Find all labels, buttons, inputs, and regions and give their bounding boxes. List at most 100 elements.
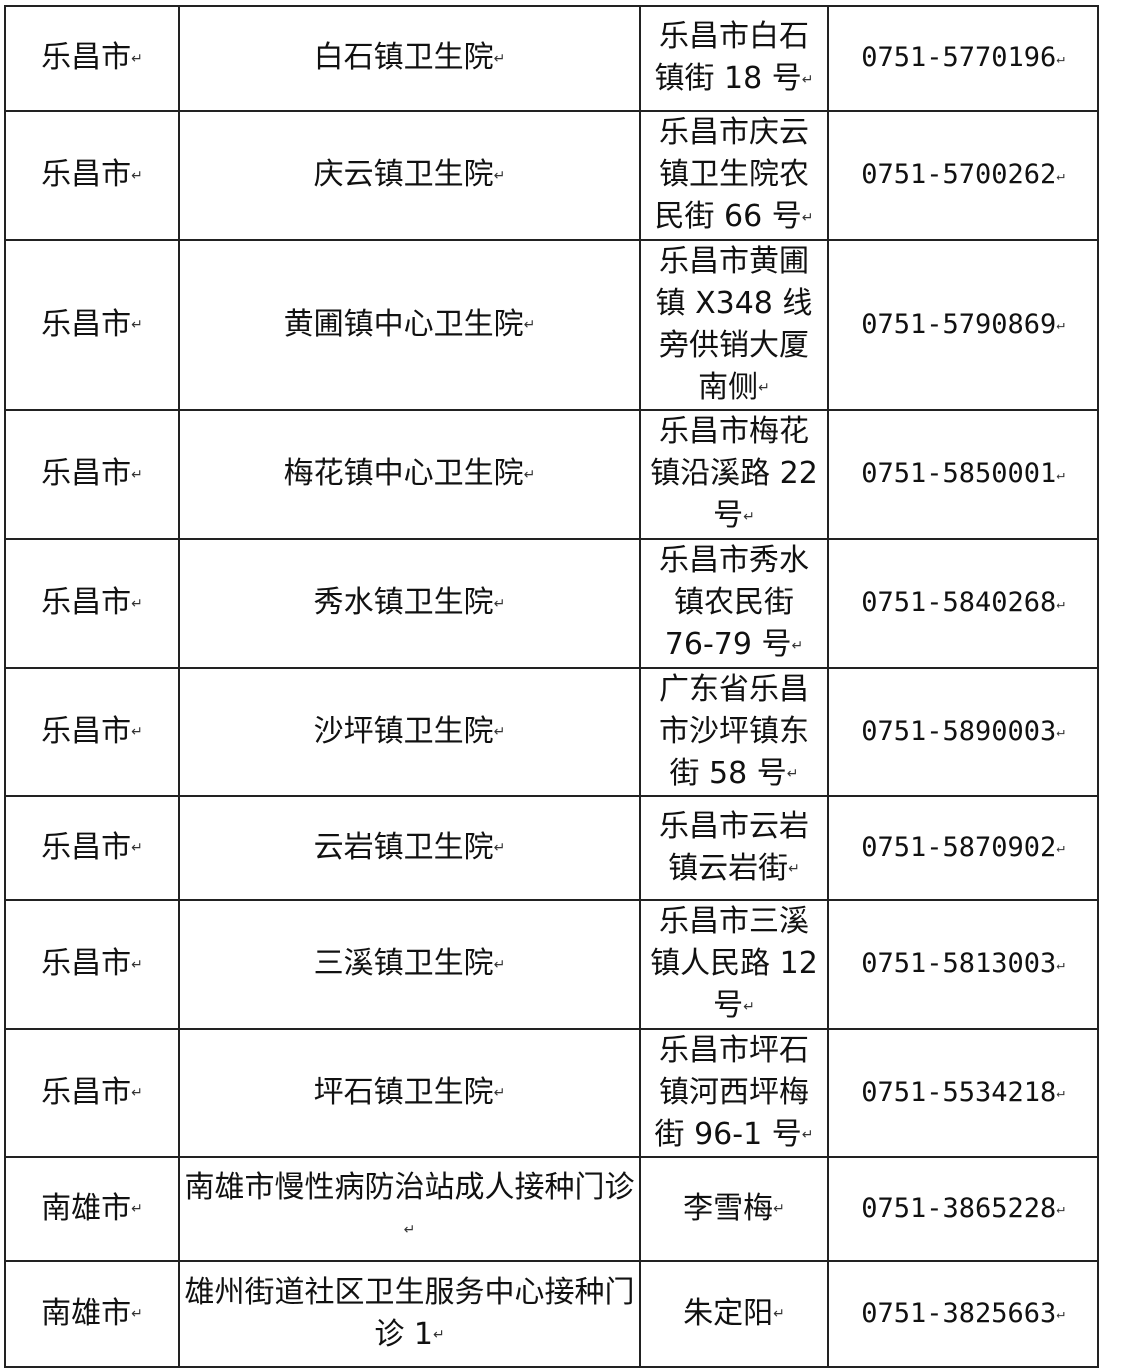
city-cell: 乐昌市 xyxy=(4,238,180,411)
clinic-name-cell-text: 坪石镇卫生院 xyxy=(314,1075,506,1110)
address-cell-text: 乐昌市庆云镇卫生院农民街 66 号 xyxy=(655,115,814,234)
phone-cell-text: 0751-5770196 xyxy=(861,42,1065,73)
address-cell-text: 乐昌市三溪镇人民路 12 号 xyxy=(650,904,818,1023)
city-cell: 乐昌市 xyxy=(4,5,180,112)
clinic-name-cell: 坪石镇卫生院 xyxy=(178,1027,641,1158)
table-row: 乐昌市 沙坪镇卫生院 广东省乐昌市沙坪镇东街 58 号 0751-5890003 xyxy=(4,666,1099,797)
city-cell-text: 南雄市 xyxy=(41,1296,143,1331)
city-cell-text: 乐昌市 xyxy=(41,40,143,75)
address-cell-text: 乐昌市梅花镇沿溪路 22 号 xyxy=(650,414,818,533)
phone-cell: 0751-5890003 xyxy=(827,666,1099,797)
clinic-name-cell-text: 三溪镇卫生院 xyxy=(314,946,506,981)
city-cell-text: 乐昌市 xyxy=(41,307,143,342)
phone-cell: 0751-5813003 xyxy=(827,899,1099,1030)
phone-cell: 0751-5700262 xyxy=(827,110,1099,241)
phone-cell: 0751-3825663 xyxy=(827,1260,1099,1368)
city-cell-text: 乐昌市 xyxy=(41,830,143,865)
clinic-name-cell: 庆云镇卫生院 xyxy=(178,110,641,241)
clinic-name-cell-text: 云岩镇卫生院 xyxy=(314,830,506,865)
address-cell: 乐昌市三溪镇人民路 12 号 xyxy=(639,899,829,1030)
phone-cell-text: 0751-5790869 xyxy=(861,309,1065,340)
phone-cell-text: 0751-3865228 xyxy=(861,1193,1065,1224)
city-cell-text: 乐昌市 xyxy=(41,714,143,749)
table-row: 南雄市 南雄市慢性病防治站成人接种门诊 李雪梅 0751-3865228 xyxy=(4,1156,1099,1262)
phone-cell: 0751-5870902 xyxy=(827,795,1099,901)
city-cell-text: 乐昌市 xyxy=(41,585,143,620)
clinic-name-cell: 梅花镇中心卫生院 xyxy=(178,409,641,540)
address-cell: 乐昌市云岩镇云岩街 xyxy=(639,795,829,901)
city-cell-text: 乐昌市 xyxy=(41,456,143,491)
clinic-table: 乐昌市白石镇卫生院乐昌市白石镇街 18 号0751-5770196乐昌市庆云镇卫… xyxy=(4,5,1099,1368)
clinic-name-cell-text: 白石镇卫生院 xyxy=(314,40,506,75)
clinic-name-cell: 秀水镇卫生院 xyxy=(178,538,641,669)
address-cell-text: 乐昌市云岩镇云岩街 xyxy=(659,809,809,886)
address-cell: 乐昌市黄圃镇 X348 线旁供销大厦南侧 xyxy=(639,238,829,411)
address-cell: 李雪梅 xyxy=(639,1156,829,1262)
phone-cell: 0751-5840268 xyxy=(827,538,1099,669)
clinic-name-cell-text: 黄圃镇中心卫生院 xyxy=(284,307,536,342)
city-cell-text: 乐昌市 xyxy=(41,157,143,192)
address-cell: 乐昌市坪石镇河西坪梅街 96-1 号 xyxy=(639,1027,829,1158)
clinic-name-cell-text: 南雄市慢性病防治站成人接种门诊 xyxy=(185,1170,635,1247)
phone-cell-text: 0751-5850001 xyxy=(861,458,1065,489)
phone-cell-text: 0751-5700262 xyxy=(861,159,1065,190)
city-cell: 乐昌市 xyxy=(4,899,180,1030)
address-cell-text: 乐昌市白石镇街 18 号 xyxy=(655,19,814,96)
address-cell-text: 乐昌市黄圃镇 X348 线旁供销大厦南侧 xyxy=(656,244,813,405)
phone-cell: 0751-5850001 xyxy=(827,409,1099,540)
address-cell-text: 朱定阳 xyxy=(683,1296,785,1331)
phone-cell-text: 0751-5870902 xyxy=(861,832,1065,863)
table-row: 乐昌市 坪石镇卫生院 乐昌市坪石镇河西坪梅街 96-1 号 0751-5534218 xyxy=(4,1027,1099,1158)
phone-cell: 0751-5770196 xyxy=(827,5,1099,112)
clinic-name-cell-text: 雄州街道社区卫生服务中心接种门诊 1 xyxy=(185,1275,635,1352)
city-cell: 乐昌市 xyxy=(4,666,180,797)
address-cell: 乐昌市梅花镇沿溪路 22 号 xyxy=(639,409,829,540)
phone-cell-text: 0751-5813003 xyxy=(861,948,1065,979)
table-row: 乐昌市 白石镇卫生院 乐昌市白石镇街 18 号 0751-5770196 xyxy=(4,5,1099,112)
clinic-name-cell: 黄圃镇中心卫生院 xyxy=(178,238,641,411)
address-cell: 乐昌市白石镇街 18 号 xyxy=(639,5,829,112)
phone-cell-text: 0751-3825663 xyxy=(861,1298,1065,1329)
address-cell-text: 乐昌市秀水镇农民街 76-79 号 xyxy=(659,543,809,662)
clinic-name-cell: 白石镇卫生院 xyxy=(178,5,641,112)
table-row: 乐昌市 黄圃镇中心卫生院 乐昌市黄圃镇 X348 线旁供销大厦南侧 0751-5790… xyxy=(4,238,1099,411)
clinic-name-cell: 云岩镇卫生院 xyxy=(178,795,641,901)
address-cell: 朱定阳 xyxy=(639,1260,829,1368)
address-cell: 广东省乐昌市沙坪镇东街 58 号 xyxy=(639,666,829,797)
address-cell: 乐昌市庆云镇卫生院农民街 66 号 xyxy=(639,110,829,241)
city-cell-text: 南雄市 xyxy=(41,1191,143,1226)
table-row: 南雄市 雄州街道社区卫生服务中心接种门诊 1 朱定阳 0751-3825663 xyxy=(4,1260,1099,1368)
clinic-name-cell-text: 梅花镇中心卫生院 xyxy=(284,456,536,491)
table-row: 乐昌市 三溪镇卫生院 乐昌市三溪镇人民路 12 号 0751-5813003 xyxy=(4,899,1099,1030)
clinic-name-cell: 南雄市慢性病防治站成人接种门诊 xyxy=(178,1156,641,1262)
table-row: 乐昌市 秀水镇卫生院 乐昌市秀水镇农民街 76-79 号 0751-5840268 xyxy=(4,538,1099,669)
city-cell: 乐昌市 xyxy=(4,1027,180,1158)
address-cell-text: 广东省乐昌市沙坪镇东街 58 号 xyxy=(659,672,809,791)
city-cell-text: 乐昌市 xyxy=(41,1075,143,1110)
city-cell: 乐昌市 xyxy=(4,795,180,901)
table-row: 乐昌市 梅花镇中心卫生院 乐昌市梅花镇沿溪路 22 号 0751-5850001 xyxy=(4,409,1099,540)
clinic-name-cell-text: 庆云镇卫生院 xyxy=(314,157,506,192)
phone-cell: 0751-3865228 xyxy=(827,1156,1099,1262)
city-cell: 南雄市 xyxy=(4,1260,180,1368)
phone-cell-text: 0751-5840268 xyxy=(861,587,1065,618)
address-cell-text: 乐昌市坪石镇河西坪梅街 96-1 号 xyxy=(655,1033,814,1152)
clinic-name-cell: 三溪镇卫生院 xyxy=(178,899,641,1030)
clinic-name-cell-text: 秀水镇卫生院 xyxy=(314,585,506,620)
address-cell: 乐昌市秀水镇农民街 76-79 号 xyxy=(639,538,829,669)
city-cell-text: 乐昌市 xyxy=(41,946,143,981)
clinic-name-cell-text: 沙坪镇卫生院 xyxy=(314,714,506,749)
city-cell: 乐昌市 xyxy=(4,538,180,669)
table-row: 乐昌市 云岩镇卫生院 乐昌市云岩镇云岩街 0751-5870902 xyxy=(4,795,1099,901)
phone-cell-text: 0751-5534218 xyxy=(861,1077,1065,1108)
phone-cell-text: 0751-5890003 xyxy=(861,716,1065,747)
city-cell: 南雄市 xyxy=(4,1156,180,1262)
clinic-name-cell: 沙坪镇卫生院 xyxy=(178,666,641,797)
phone-cell: 0751-5534218 xyxy=(827,1027,1099,1158)
phone-cell: 0751-5790869 xyxy=(827,238,1099,411)
city-cell: 乐昌市 xyxy=(4,110,180,241)
city-cell: 乐昌市 xyxy=(4,409,180,540)
address-cell-text: 李雪梅 xyxy=(683,1191,785,1226)
clinic-name-cell: 雄州街道社区卫生服务中心接种门诊 1 xyxy=(178,1260,641,1368)
table-row: 乐昌市 庆云镇卫生院 乐昌市庆云镇卫生院农民街 66 号 0751-5700262 xyxy=(4,110,1099,241)
